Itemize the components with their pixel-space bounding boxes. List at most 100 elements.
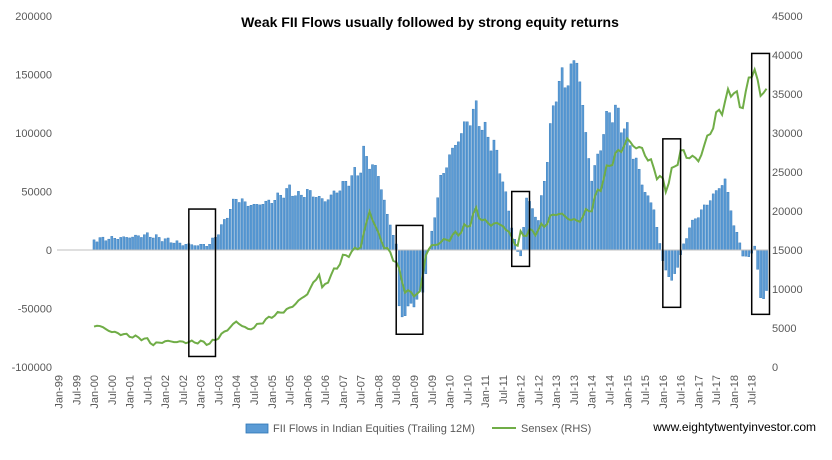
x-tick-label: Jul-17 xyxy=(711,375,723,405)
fii-bar xyxy=(593,165,596,251)
fii-bar xyxy=(178,242,182,251)
fii-bar xyxy=(104,240,108,251)
fii-bar xyxy=(199,244,202,251)
fii-bar xyxy=(643,192,647,251)
fii-bar xyxy=(202,244,205,251)
fii-bar xyxy=(436,197,439,251)
fii-bar xyxy=(605,111,608,251)
fii-bar xyxy=(756,249,759,270)
fii-bar xyxy=(288,184,291,251)
fii-bar xyxy=(501,181,505,251)
x-tick-label: Jan-07 xyxy=(338,375,350,409)
fii-bar xyxy=(522,227,525,251)
fii-bar xyxy=(383,199,386,251)
fii-bar xyxy=(759,249,762,298)
fii-bar xyxy=(634,157,638,251)
fii-bar xyxy=(371,164,374,251)
left-tick-label: -50000 xyxy=(18,304,52,316)
fii-bar xyxy=(223,219,226,251)
fii-bar xyxy=(249,205,253,251)
fii-bar xyxy=(548,123,552,251)
fii-bar xyxy=(196,245,199,251)
fii-bar xyxy=(240,198,244,251)
fii-bar xyxy=(261,204,265,251)
fii-bar xyxy=(697,217,700,251)
fii-bar xyxy=(480,129,484,251)
fii-bar xyxy=(391,234,395,251)
fii-bar xyxy=(282,197,285,251)
fii-bar xyxy=(584,132,588,251)
right-tick-label: 5000 xyxy=(772,323,796,335)
fii-bar xyxy=(694,218,697,251)
fii-bar xyxy=(685,238,688,251)
fii-bar xyxy=(596,153,599,251)
x-tick-label: Jul-08 xyxy=(391,375,403,405)
sensex-line xyxy=(93,66,768,347)
fii-bar xyxy=(264,200,268,251)
fii-bar xyxy=(474,100,478,251)
fii-bar xyxy=(708,200,712,251)
x-tick-label: Jul-10 xyxy=(462,375,474,405)
fii-bar xyxy=(525,197,528,251)
fii-bar xyxy=(658,243,662,251)
fii-bar xyxy=(637,168,641,251)
fii-bar xyxy=(489,150,493,251)
x-tick-label: Jan-03 xyxy=(196,375,208,409)
x-tick-label: Jan-15 xyxy=(622,375,634,409)
right-tick-label: 10000 xyxy=(772,284,803,296)
right-tick-label: 40000 xyxy=(772,50,803,62)
fii-bar xyxy=(226,217,229,251)
x-tick-label: Jul-12 xyxy=(533,375,545,405)
fii-bar xyxy=(667,249,671,277)
fii-bar xyxy=(448,154,451,251)
fii-bar xyxy=(297,191,300,251)
fii-bar xyxy=(664,249,668,271)
fii-bar xyxy=(309,190,312,251)
fii-bar xyxy=(614,104,617,251)
x-tick-label: Jul-01 xyxy=(142,375,154,405)
fii-bar xyxy=(311,196,315,251)
fii-bar xyxy=(406,249,410,307)
fii-bar xyxy=(504,191,508,251)
legend-line-label: Sensex (RHS) xyxy=(521,423,591,435)
fii-bar xyxy=(344,181,348,251)
x-tick-label: Jul-13 xyxy=(569,375,581,405)
fii-bar xyxy=(341,181,345,251)
left-axis-ticks: -100000 -50000 0 50000 100000 150000 200000 xyxy=(12,11,52,374)
x-tick-label: Jan-05 xyxy=(267,375,279,409)
fii-bar xyxy=(220,224,223,251)
fii-bar xyxy=(706,204,709,251)
fii-bar xyxy=(134,234,137,251)
fii-bar xyxy=(560,67,564,251)
fii-bar xyxy=(492,139,496,251)
x-tick-label: Jul-16 xyxy=(676,375,688,405)
x-tick-label: Jan-08 xyxy=(373,375,385,409)
x-tick-label: Jul-05 xyxy=(285,375,297,405)
fii-bar xyxy=(744,249,748,257)
fii-bar xyxy=(350,175,354,251)
fii-bar xyxy=(738,242,742,251)
fii-bar xyxy=(125,237,128,251)
fii-bar xyxy=(563,87,567,251)
fii-bar xyxy=(359,172,362,251)
left-tick-label: 200000 xyxy=(15,11,52,23)
x-axis-ticks: Jan-99 Jul-99 Jan-00 Jul-00 Jan-01 Jul-01 Jan-… xyxy=(53,375,758,409)
fii-bar xyxy=(691,219,694,251)
fii-bar xyxy=(454,145,457,251)
fii-bar xyxy=(143,234,146,251)
fii-bar xyxy=(217,234,220,251)
fii-bar xyxy=(122,236,125,251)
fii-bar xyxy=(578,81,582,251)
fii-bar xyxy=(466,121,469,251)
fii-bar xyxy=(569,63,573,251)
fii-bar xyxy=(208,244,211,251)
highlight-box xyxy=(510,190,531,268)
x-tick-label: Jan-17 xyxy=(693,375,705,409)
x-tick-label: Jan-18 xyxy=(729,375,741,409)
fii-bar xyxy=(498,173,502,251)
fii-bar xyxy=(323,201,327,251)
fii-bar xyxy=(765,249,768,291)
fii-bar xyxy=(717,188,721,251)
